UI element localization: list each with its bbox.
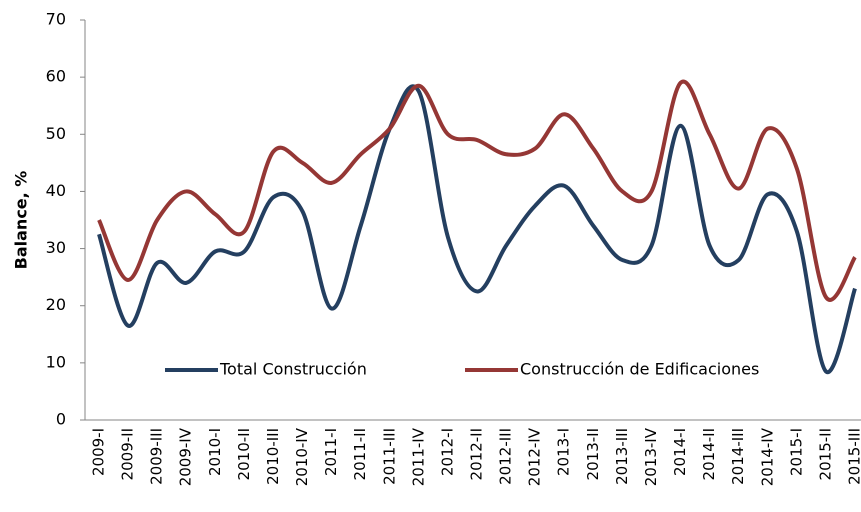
x-tick-label: 2011-III [380,428,398,485]
x-tick-label: 2012-I [438,428,456,476]
x-tick-label: 2015-I [787,428,805,476]
y-axis-label: Balance, % [12,171,31,270]
x-tick-label: 2009-I [90,428,108,476]
x-tick-label: 2014-II [700,428,718,480]
y-tick-label: 50 [46,124,66,143]
x-tick-label: 2009-IV [177,427,195,486]
x-tick-label: 2013-I [555,428,573,476]
x-tick-label: 2009-III [148,428,166,485]
x-tick-label: 2010-I [206,428,224,476]
x-tick-label: 2011-I [322,428,340,476]
y-tick-label: 0 [56,410,66,429]
x-tick-label: 2015-III [846,428,861,485]
x-tick-label: 2014-I [671,428,689,476]
x-tick-label: 2012-II [468,428,486,480]
x-tick-label: 2011-IV [409,427,427,486]
x-tick-label: 2014-IV [758,427,776,486]
x-tick-label: 2010-IV [293,427,311,486]
legend-label: Construcción de Edificaciones [520,360,759,379]
x-tick-label: 2010-II [235,428,253,480]
legend-label: Total Construcción [219,360,367,379]
x-tick-label: 2013-III [613,428,631,485]
line-series [97,79,857,302]
y-tick-label: 70 [46,10,66,29]
x-tick-label: 2014-III [729,428,747,485]
y-tick-label: 60 [46,67,66,86]
x-tick-label: 2012-III [497,428,515,485]
y-tick-label: 20 [46,295,66,314]
x-tick-label: 2011-II [351,428,369,480]
x-tick-label: 2010-III [264,428,282,485]
y-tick-label: 40 [46,181,66,200]
x-tick-label: 2009-II [119,428,137,480]
x-tick-label: 2012-IV [526,427,544,486]
y-tick-label: 30 [46,238,66,257]
line-series [97,84,857,374]
y-tick-label: 10 [46,352,66,371]
x-tick-label: 2013-II [584,428,602,480]
x-tick-label: 2015-II [816,428,834,480]
x-tick-label: 2013-IV [642,427,660,486]
